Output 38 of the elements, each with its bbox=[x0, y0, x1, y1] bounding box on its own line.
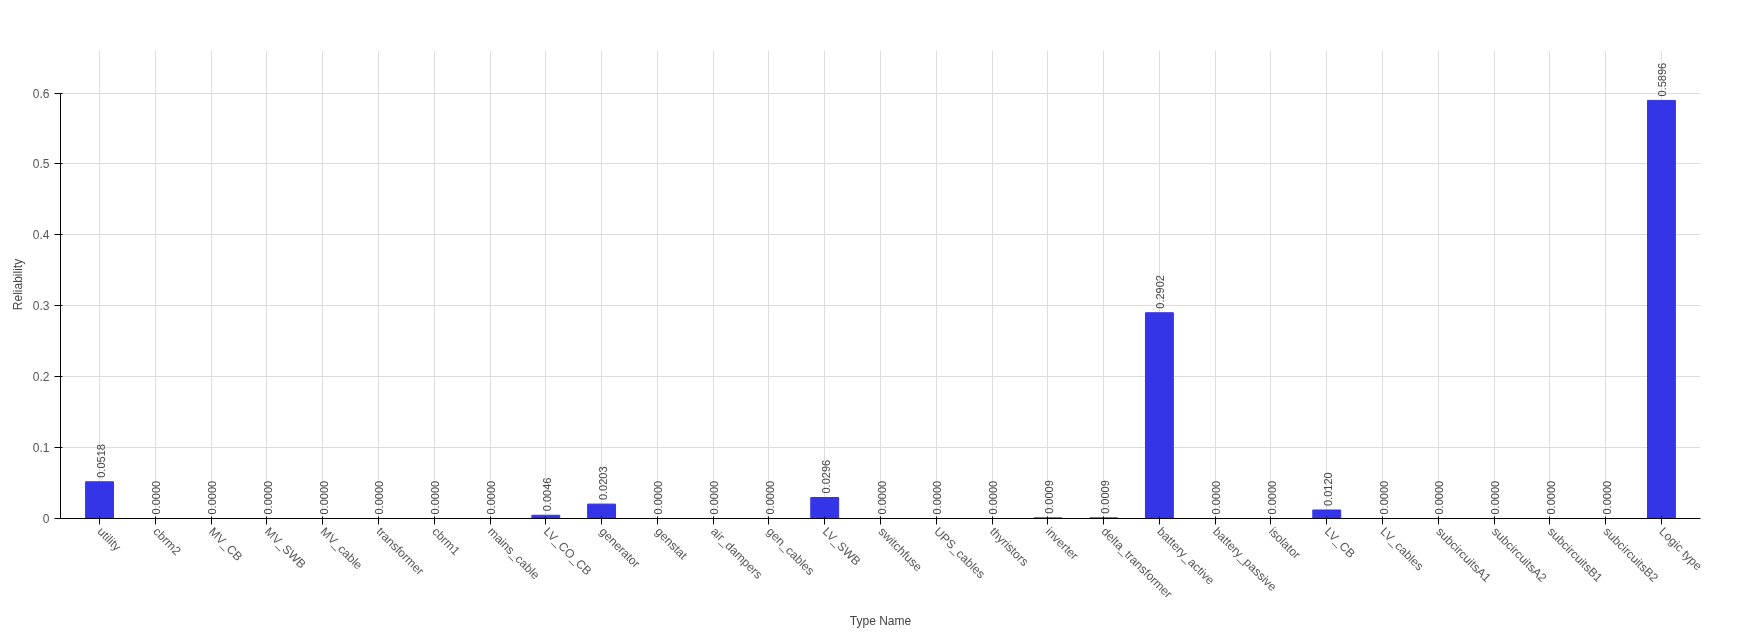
data-label: 0.0000 bbox=[485, 480, 498, 515]
data-label: 0.0000 bbox=[429, 480, 442, 515]
data-label: 0.0000 bbox=[150, 480, 163, 515]
data-label: 0.0000 bbox=[763, 480, 776, 515]
y-tick-label: 0.3 bbox=[32, 299, 50, 314]
data-label: 0.0000 bbox=[1433, 480, 1446, 515]
y-tick-label: 0.2 bbox=[32, 370, 50, 385]
y-axis-title: Reliability bbox=[10, 258, 25, 311]
data-label: 0.0296 bbox=[819, 459, 832, 494]
data-label: 0.0000 bbox=[931, 480, 944, 515]
data-label: 0.2902 bbox=[1154, 275, 1167, 309]
data-label: 0.0203 bbox=[596, 466, 609, 501]
y-tick-label: 0 bbox=[42, 512, 50, 526]
data-label: 0.0000 bbox=[317, 480, 330, 515]
data-label: 0.0000 bbox=[987, 480, 1000, 515]
data-label: 0.0000 bbox=[1265, 480, 1278, 515]
data-label: 0.0000 bbox=[1377, 480, 1390, 515]
data-label: 0.0000 bbox=[1600, 480, 1613, 515]
data-label: 0.0000 bbox=[1544, 480, 1557, 515]
data-label: 0.0009 bbox=[1042, 480, 1055, 514]
data-label: 0.0000 bbox=[261, 480, 274, 515]
data-label: 0.0000 bbox=[1210, 480, 1223, 515]
data-label: 0.0518 bbox=[94, 444, 107, 478]
data-label: 0.0009 bbox=[1098, 480, 1111, 514]
y-tick-label: 0.1 bbox=[32, 441, 50, 456]
data-label: 0.0000 bbox=[373, 480, 386, 515]
data-label: 0.0046 bbox=[540, 477, 553, 512]
data-label: 0.0000 bbox=[875, 480, 888, 515]
data-label: 0.0000 bbox=[652, 480, 665, 515]
y-tick-label: 0.6 bbox=[32, 86, 50, 101]
y-tick-label: 0.5 bbox=[32, 157, 50, 172]
data-label: 0.0120 bbox=[1321, 472, 1334, 506]
data-label: 0.5896 bbox=[1656, 62, 1669, 97]
y-tick-label: 0.4 bbox=[32, 228, 50, 243]
data-label: 0.0000 bbox=[206, 480, 219, 515]
data-label: 0.0000 bbox=[708, 480, 721, 515]
data-label: 0.0000 bbox=[1489, 480, 1502, 515]
x-axis-title: Type Name bbox=[849, 613, 912, 628]
